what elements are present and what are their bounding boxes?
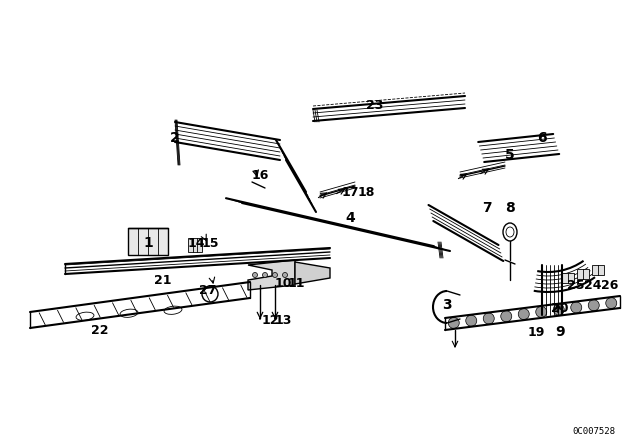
Text: 22: 22: [92, 323, 109, 336]
FancyBboxPatch shape: [577, 269, 589, 279]
Circle shape: [553, 304, 564, 315]
Text: 2: 2: [170, 131, 180, 145]
Circle shape: [483, 313, 494, 324]
Text: 18: 18: [357, 185, 374, 198]
FancyBboxPatch shape: [592, 265, 604, 275]
Text: 20: 20: [551, 302, 569, 314]
Circle shape: [466, 315, 477, 326]
Text: 1: 1: [143, 236, 153, 250]
Polygon shape: [188, 238, 202, 252]
Text: 14: 14: [188, 237, 205, 250]
Text: 6: 6: [537, 131, 547, 145]
Text: 11: 11: [287, 276, 305, 289]
Circle shape: [282, 272, 287, 277]
Text: 25: 25: [567, 279, 585, 292]
Text: 26: 26: [602, 279, 619, 292]
Polygon shape: [128, 228, 168, 255]
Text: 16: 16: [252, 168, 269, 181]
Text: 7: 7: [482, 201, 492, 215]
Circle shape: [536, 306, 547, 317]
Circle shape: [448, 317, 460, 328]
Text: 19: 19: [527, 326, 545, 339]
Polygon shape: [248, 260, 295, 290]
Circle shape: [571, 302, 582, 313]
Text: 12: 12: [261, 314, 279, 327]
Text: 13: 13: [275, 314, 292, 327]
Text: 21: 21: [154, 273, 172, 287]
Circle shape: [273, 272, 278, 277]
Text: 10: 10: [275, 276, 292, 289]
Text: 0C007528: 0C007528: [572, 427, 615, 436]
Circle shape: [588, 300, 599, 311]
Text: 9: 9: [555, 325, 565, 339]
Text: 5: 5: [505, 148, 515, 162]
Text: 3: 3: [442, 298, 452, 312]
Text: 17: 17: [341, 185, 359, 198]
Text: 27: 27: [199, 284, 217, 297]
Circle shape: [518, 309, 529, 319]
Text: 4: 4: [345, 211, 355, 225]
FancyBboxPatch shape: [562, 273, 574, 283]
Text: 15: 15: [201, 237, 219, 250]
Text: 24: 24: [584, 279, 602, 292]
Circle shape: [253, 272, 257, 277]
Text: 23: 23: [366, 99, 384, 112]
Text: 8: 8: [505, 201, 515, 215]
Circle shape: [605, 297, 617, 309]
Polygon shape: [295, 262, 330, 284]
Circle shape: [262, 272, 268, 277]
Circle shape: [500, 311, 512, 322]
